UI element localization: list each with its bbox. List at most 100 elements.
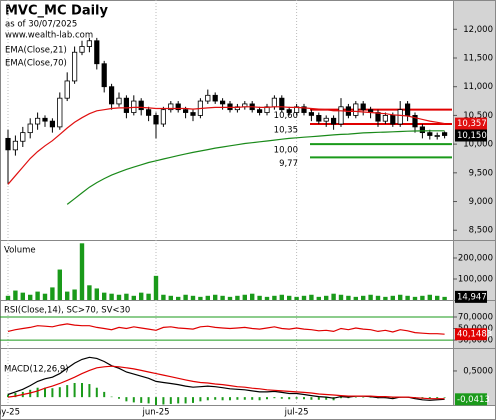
candle-body bbox=[190, 112, 196, 116]
candle-body bbox=[35, 117, 41, 125]
volume-bar bbox=[331, 293, 336, 300]
histogram-bar bbox=[362, 397, 365, 398]
last-value-label: -0,0413 bbox=[457, 395, 490, 405]
histogram-bar bbox=[391, 397, 394, 399]
candle-body bbox=[212, 94, 218, 102]
histogram-bar bbox=[118, 397, 120, 399]
candle-body bbox=[42, 117, 48, 122]
candle-body bbox=[20, 132, 26, 142]
candle-body bbox=[153, 115, 159, 125]
candle-body bbox=[316, 115, 322, 122]
candle-body bbox=[419, 126, 426, 134]
source: www.wealth-lab.com bbox=[5, 31, 93, 41]
histogram-bar bbox=[103, 391, 106, 398]
volume-bar bbox=[139, 292, 144, 300]
volume-bar bbox=[257, 295, 262, 300]
histogram-bar bbox=[140, 397, 143, 403]
last-value-box bbox=[455, 290, 487, 303]
candle-body bbox=[145, 109, 152, 116]
y-tick-label: 70,0000 bbox=[458, 313, 493, 323]
y-tick-label: 11,500 bbox=[463, 53, 493, 63]
volume-bar bbox=[346, 295, 351, 300]
last-value-box bbox=[455, 393, 487, 406]
volume-bar bbox=[272, 295, 277, 300]
histogram-bar bbox=[266, 397, 268, 400]
histogram-bar bbox=[14, 392, 17, 398]
histogram-bar bbox=[303, 397, 305, 400]
y-tick-label: 30,0000 bbox=[458, 336, 493, 346]
candle-body bbox=[434, 135, 440, 137]
volume-bar bbox=[420, 295, 425, 300]
volume-bar bbox=[368, 294, 373, 300]
histogram-bar bbox=[288, 397, 291, 400]
candle-body bbox=[64, 80, 70, 99]
macd-line bbox=[7, 365, 445, 400]
volume-bar bbox=[79, 243, 85, 300]
candle-body bbox=[138, 100, 144, 111]
last-value-label: 14,947 bbox=[457, 292, 487, 302]
histogram-bar bbox=[310, 397, 313, 400]
histogram-bar bbox=[7, 394, 9, 398]
volume-bar bbox=[242, 294, 247, 300]
histogram-bar bbox=[340, 397, 342, 399]
volume-bar bbox=[375, 295, 381, 300]
candle-body bbox=[301, 106, 307, 113]
candle-body bbox=[160, 109, 166, 125]
candle-body bbox=[427, 132, 433, 136]
volume-bar bbox=[361, 295, 366, 300]
histogram-bar bbox=[73, 383, 76, 398]
candle-body bbox=[353, 103, 359, 116]
volume-bar bbox=[427, 294, 432, 300]
volume-bar bbox=[20, 292, 25, 300]
histogram-bar bbox=[236, 397, 239, 400]
candle-body bbox=[323, 117, 329, 122]
last-value-box bbox=[455, 129, 487, 142]
candle-body bbox=[205, 94, 211, 102]
histogram-bar bbox=[206, 397, 209, 401]
candle-body bbox=[375, 112, 381, 122]
volume-bar bbox=[116, 294, 122, 300]
histogram-bar bbox=[88, 384, 91, 398]
y-tick-label: 10,000 bbox=[463, 140, 493, 150]
candle-body bbox=[234, 106, 240, 111]
candle-body bbox=[330, 117, 337, 125]
volume-bar bbox=[28, 294, 33, 300]
volume-bar bbox=[72, 289, 77, 300]
volume-bar bbox=[109, 293, 114, 300]
volume-bar bbox=[442, 296, 447, 300]
histogram-bar bbox=[132, 397, 135, 403]
last-value-box bbox=[455, 328, 487, 341]
histogram-bar bbox=[81, 383, 83, 398]
histogram-bar bbox=[155, 397, 157, 405]
volume-bar bbox=[35, 291, 40, 300]
volume-bar bbox=[412, 296, 418, 300]
last-value-label: 10,357 bbox=[457, 119, 487, 129]
candle-body bbox=[49, 120, 56, 128]
histogram-bar bbox=[36, 387, 39, 398]
volume-bar bbox=[190, 295, 196, 300]
histogram-bar bbox=[214, 397, 217, 400]
candle-body bbox=[182, 109, 189, 113]
axis-background bbox=[453, 0, 496, 420]
volume-bar bbox=[124, 293, 129, 300]
level-label: 10,60 bbox=[274, 111, 298, 121]
volume-bar bbox=[405, 295, 410, 300]
volume-bar bbox=[227, 296, 233, 300]
histogram-bar bbox=[192, 397, 194, 403]
volume-bar bbox=[94, 288, 99, 300]
panel-title: MACD(12,26,9) bbox=[4, 365, 69, 375]
ema-line bbox=[7, 106, 445, 185]
candle-body bbox=[175, 103, 181, 111]
candle-body bbox=[94, 40, 100, 65]
candle-body bbox=[404, 103, 411, 116]
y-tick-label: 12,000 bbox=[463, 25, 493, 35]
candle-body bbox=[390, 115, 396, 125]
candle-body bbox=[79, 46, 85, 53]
last-value-box bbox=[455, 117, 487, 130]
rsi-line bbox=[7, 323, 445, 335]
volume-bar bbox=[198, 296, 203, 300]
x-tick-label: jun-25 bbox=[141, 408, 169, 418]
y-tick-label: 8,500 bbox=[469, 226, 493, 236]
volume-bar bbox=[131, 295, 136, 300]
